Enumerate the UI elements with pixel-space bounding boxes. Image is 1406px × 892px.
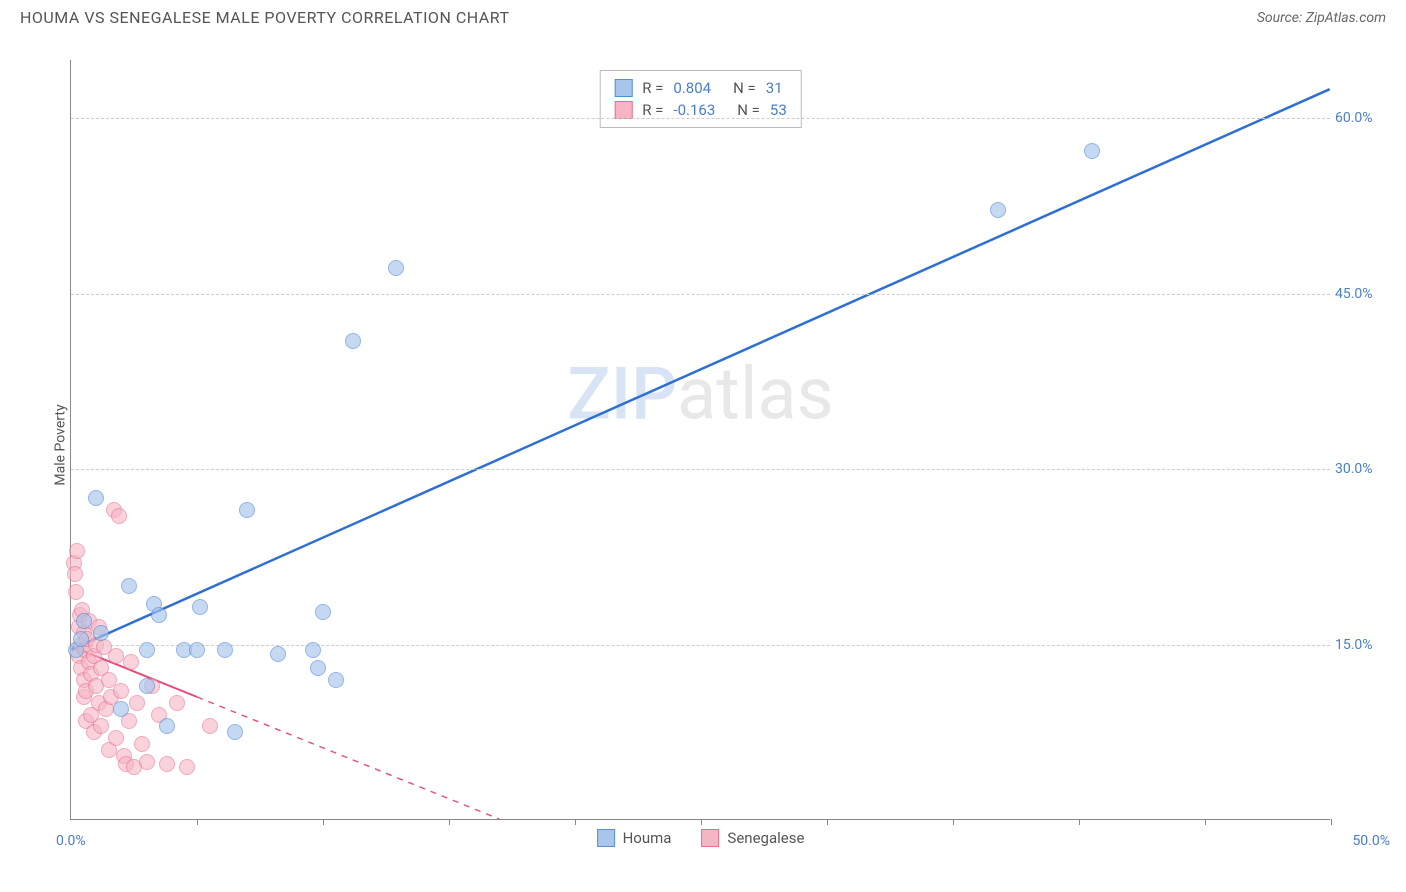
x-tick xyxy=(827,819,828,825)
data-point-houma xyxy=(239,502,255,518)
data-point-houma xyxy=(76,613,92,629)
data-point-senegalese xyxy=(67,566,83,582)
legend-item-label: Senegalese xyxy=(727,829,804,847)
source-attribution: Source: ZipAtlas.com xyxy=(1257,10,1386,26)
series-legend: Houma Senegalese xyxy=(597,829,805,847)
legend-r-value: 0.804 xyxy=(673,79,711,97)
data-point-houma xyxy=(315,604,331,620)
data-point-houma xyxy=(1084,143,1100,159)
legend-item-houma: Houma xyxy=(597,829,672,847)
x-max-label: 50.0% xyxy=(1352,833,1390,849)
legend-r-label: R = xyxy=(642,79,663,97)
watermark: ZIPatlas xyxy=(567,351,833,436)
chart-area: Male Poverty ZIPatlas R = 0.804N = 31R =… xyxy=(50,50,1370,840)
data-point-senegalese xyxy=(113,683,129,699)
data-point-houma xyxy=(121,578,137,594)
data-point-senegalese xyxy=(108,648,124,664)
data-point-houma xyxy=(270,646,286,662)
data-point-senegalese xyxy=(69,543,85,559)
x-tick xyxy=(1331,819,1332,825)
plot-region: ZIPatlas R = 0.804 N = 31 R = -0.163 N = 53… xyxy=(70,60,1330,820)
data-point-houma xyxy=(227,724,243,740)
y-tick-label: 60.0% xyxy=(1335,110,1390,126)
y-tick-label: 30.0% xyxy=(1335,461,1390,477)
legend-r-value: -0.163 xyxy=(673,101,715,119)
data-point-houma xyxy=(192,599,208,615)
legend-n-value: 53 xyxy=(770,101,787,119)
trend-line-dashed-senegalese xyxy=(197,697,499,819)
legend-swatch xyxy=(701,829,719,847)
y-axis-label: Male Poverty xyxy=(53,404,69,485)
data-point-senegalese xyxy=(134,736,150,752)
data-point-senegalese xyxy=(108,730,124,746)
data-point-houma xyxy=(217,642,233,658)
data-point-houma xyxy=(328,672,344,688)
data-point-houma xyxy=(88,490,104,506)
correlation-row-houma: R = 0.804 N = 31 xyxy=(614,77,787,99)
x-tick xyxy=(953,819,954,825)
y-tick-label: 15.0% xyxy=(1335,637,1390,653)
x-tick xyxy=(449,819,450,825)
page-container: HOUMA VS SENEGALESE MALE POVERTY CORRELA… xyxy=(0,0,1406,892)
data-point-senegalese xyxy=(139,754,155,770)
legend-swatch xyxy=(614,101,632,119)
gridline-h xyxy=(71,469,1330,470)
data-point-houma xyxy=(990,202,1006,218)
data-point-senegalese xyxy=(68,584,84,600)
x-tick xyxy=(575,819,576,825)
data-point-houma xyxy=(151,607,167,623)
data-point-houma xyxy=(113,701,129,717)
data-point-houma xyxy=(139,642,155,658)
data-point-senegalese xyxy=(123,654,139,670)
x-tick xyxy=(701,819,702,825)
data-point-houma xyxy=(189,642,205,658)
legend-n-label: N = xyxy=(733,79,756,97)
data-point-senegalese xyxy=(129,695,145,711)
data-point-houma xyxy=(310,660,326,676)
legend-swatch xyxy=(597,829,615,847)
data-point-senegalese xyxy=(159,756,175,772)
data-point-houma xyxy=(305,642,321,658)
y-tick-label: 45.0% xyxy=(1335,286,1390,302)
gridline-h xyxy=(71,294,1330,295)
data-point-houma xyxy=(388,260,404,276)
x-origin-label: 0.0% xyxy=(56,833,86,849)
legend-swatch xyxy=(614,79,632,97)
data-point-senegalese xyxy=(202,718,218,734)
legend-r-label: R = xyxy=(642,101,663,119)
gridline-h xyxy=(71,118,1330,119)
x-tick xyxy=(1205,819,1206,825)
chart-title: HOUMA VS SENEGALESE MALE POVERTY CORRELA… xyxy=(20,8,510,27)
data-point-senegalese xyxy=(179,759,195,775)
data-point-senegalese xyxy=(111,508,127,524)
data-point-houma xyxy=(73,631,89,647)
gridline-h xyxy=(71,645,1330,646)
data-point-senegalese xyxy=(169,695,185,711)
data-point-houma xyxy=(345,333,361,349)
legend-item-senegalese: Senegalese xyxy=(701,829,804,847)
data-point-senegalese xyxy=(93,718,109,734)
legend-n-value: 31 xyxy=(766,79,783,97)
data-point-houma xyxy=(93,625,109,641)
data-point-houma xyxy=(139,678,155,694)
x-tick xyxy=(1079,819,1080,825)
trend-lines-layer xyxy=(71,60,1330,819)
legend-item-label: Houma xyxy=(623,829,672,847)
header: HOUMA VS SENEGALESE MALE POVERTY CORRELA… xyxy=(0,0,1406,31)
data-point-houma xyxy=(159,718,175,734)
x-tick xyxy=(197,819,198,825)
legend-n-label: N = xyxy=(737,101,760,119)
trend-line-houma xyxy=(71,89,1329,649)
x-tick xyxy=(323,819,324,825)
